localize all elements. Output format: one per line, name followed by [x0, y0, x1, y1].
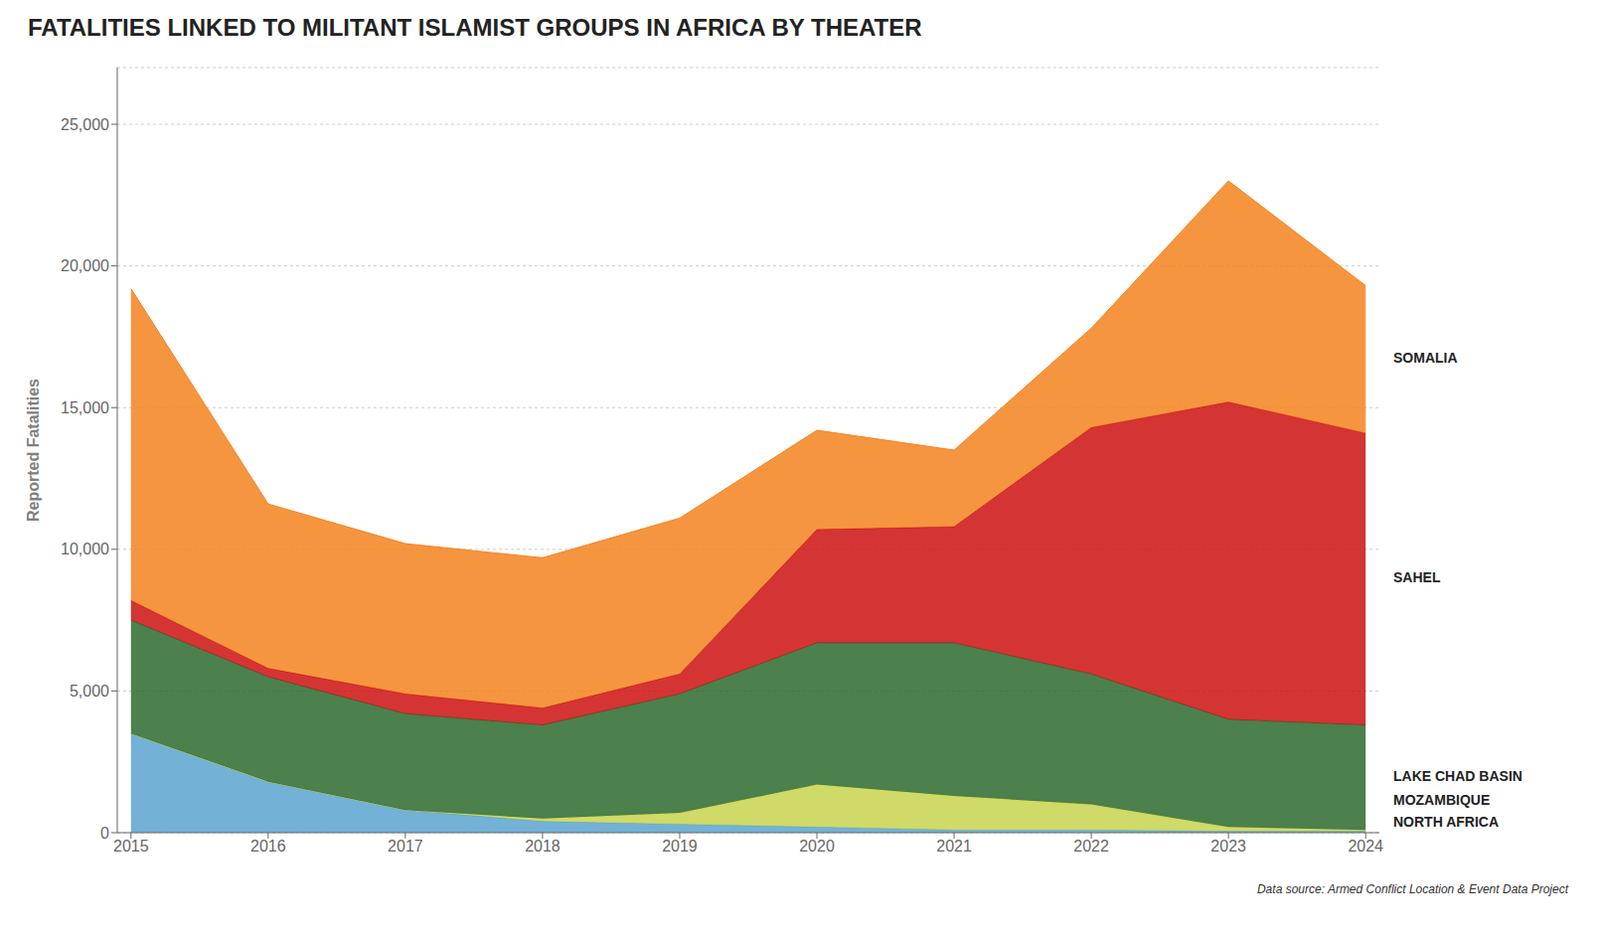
svg-text:2022: 2022 [1073, 837, 1110, 855]
svg-text:2020: 2020 [799, 837, 835, 855]
svg-text:NORTH AFRICA: NORTH AFRICA [1393, 813, 1499, 830]
svg-text:LAKE CHAD BASIN: LAKE CHAD BASIN [1393, 768, 1523, 785]
html-text:Data source: Armed Conflict Lo: Data source: Armed Conflict Location & E… [1257, 882, 1569, 897]
svg-text:2017: 2017 [387, 837, 424, 855]
svg-text:2016: 2016 [250, 837, 287, 855]
svg-text:SOMALIA: SOMALIA [1393, 349, 1458, 366]
svg-text:SAHEL: SAHEL [1393, 569, 1441, 586]
svg-text:Reported Fatalities: Reported Fatalities [24, 378, 42, 522]
svg-text:15,000: 15,000 [60, 399, 110, 417]
svg-text:2018: 2018 [524, 837, 561, 855]
svg-text:2024: 2024 [1347, 837, 1384, 855]
svg-text:10,000: 10,000 [60, 540, 110, 558]
svg-text:2021: 2021 [936, 837, 972, 855]
svg-text:MOZAMBIQUE: MOZAMBIQUE [1393, 792, 1490, 808]
html-text:FATALITIES LINKED TO MILITANT: FATALITIES LINKED TO MILITANT ISLAMIST G… [27, 13, 922, 41]
svg-text:0: 0 [100, 824, 110, 842]
svg-text:2015: 2015 [113, 837, 150, 855]
svg-text:5,000: 5,000 [69, 682, 110, 700]
svg-text:2019: 2019 [661, 837, 698, 855]
svg-text:25,000: 25,000 [60, 116, 110, 134]
svg-text:2023: 2023 [1210, 837, 1247, 855]
svg-text:20,000: 20,000 [60, 257, 110, 275]
